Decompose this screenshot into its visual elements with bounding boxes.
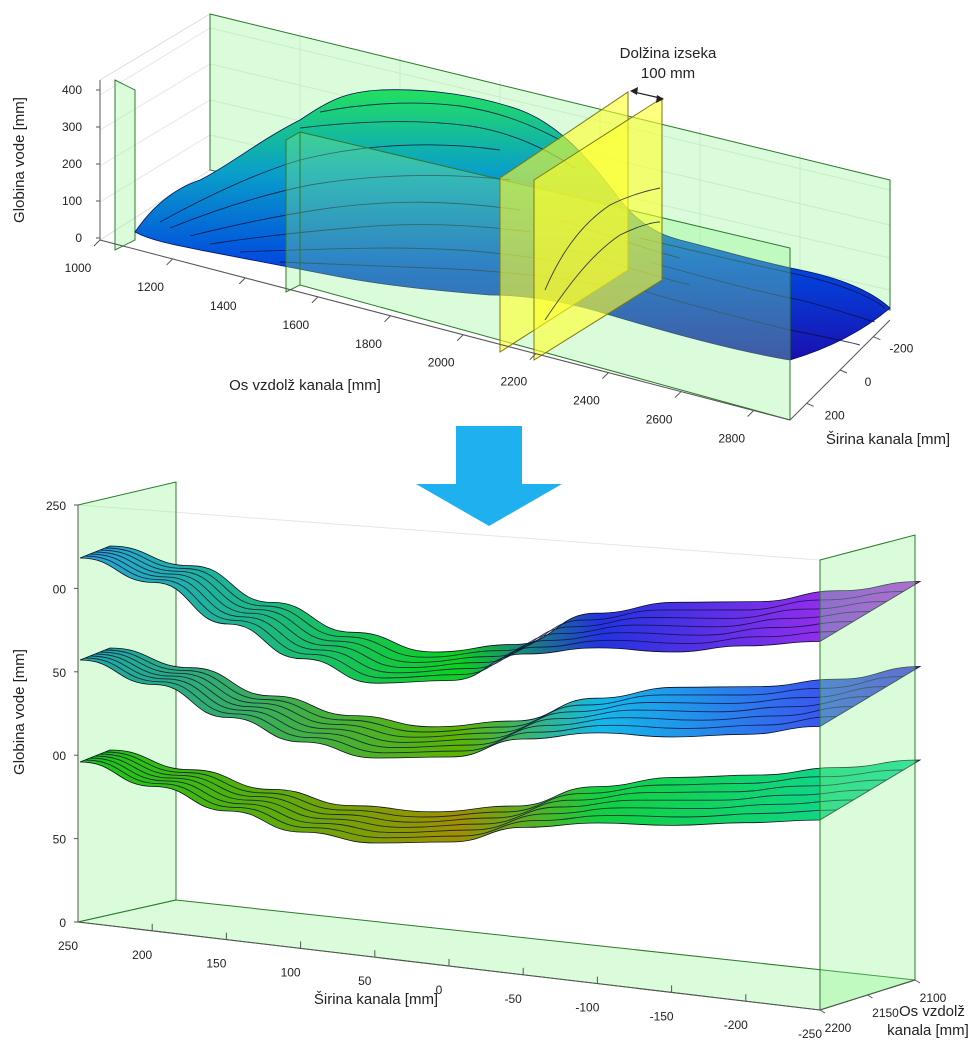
- surface-contour: [84, 759, 837, 839]
- annotation-arrowhead-right: [656, 95, 664, 103]
- bottom-x-tick-label: -200: [724, 1018, 748, 1032]
- green-plane-middle: [285, 131, 301, 293]
- green-plane-left: [114, 79, 136, 251]
- surface-contour: [94, 551, 871, 669]
- bottom-y-tick: [914, 979, 921, 984]
- bottom-y-axis-title: Os vzdolž kanala [mm]: [887, 1003, 969, 1039]
- bottom-z-tick-label: 0: [59, 916, 66, 930]
- bottom-y-tick: [867, 994, 873, 999]
- annotation-line1: Dolžina izseka: [620, 45, 717, 62]
- top-x-tick: [238, 277, 246, 285]
- bottom-x-tick-label: -250: [798, 1027, 822, 1041]
- bottom-surfaces: [79, 545, 922, 844]
- bottom-x-tick-label: -100: [575, 1001, 599, 1015]
- surface-contour: [104, 547, 904, 658]
- bottom-x-tick-label: 100: [281, 965, 301, 979]
- surface-contour: [99, 549, 887, 663]
- top-x-axis-title: Os vzdolž kanala [mm]: [229, 377, 381, 394]
- surface-contour: [99, 753, 887, 823]
- transition-arrow: [416, 426, 562, 526]
- surface-contour: [104, 751, 904, 818]
- green-plane-floor: [77, 899, 916, 1011]
- surface-layer-1: [79, 545, 922, 684]
- top-z-tick-label: 300: [62, 120, 82, 134]
- surface-layer-2: [79, 647, 922, 759]
- top-x-tick-label: 2200: [500, 375, 527, 389]
- bottom-x-tick-label: 150: [206, 957, 226, 971]
- bottom-z-axis-title: Globina vode [mm]: [11, 649, 28, 775]
- top-tick-labels: 0100200300400100012001400160018002000220…: [62, 83, 914, 446]
- bottom-z-tick-label: 50: [53, 666, 67, 680]
- top-z-tick-label: 200: [62, 157, 82, 171]
- yellow-plane-2: [533, 97, 663, 361]
- top-x-tick: [384, 315, 391, 323]
- top-x-tick: [674, 391, 682, 398]
- top-x-tick-label: 1800: [355, 337, 382, 351]
- surface-contour: [94, 755, 871, 828]
- top-z-tick-label: 100: [62, 194, 82, 208]
- surface-contour: [89, 655, 854, 749]
- bottom-x-tick-label: 200: [132, 948, 152, 962]
- top-z-tick-label: 0: [75, 231, 82, 245]
- surface-contour: [89, 757, 854, 834]
- top-x-tick-label: 1400: [210, 299, 237, 313]
- top-x-tick: [311, 296, 319, 304]
- surface-contour: [94, 653, 871, 743]
- top-x-tick: [529, 353, 537, 361]
- top-y-tick-label: 0: [865, 375, 872, 389]
- bottom-z-tick-label: 50: [53, 833, 67, 847]
- top-x-tick-label: 2800: [718, 432, 745, 446]
- top-y-tick-label: -200: [889, 342, 913, 356]
- top-x-tick-label: 1200: [137, 280, 164, 294]
- top-y-axis-title: Širina kanala [mm]: [826, 431, 950, 448]
- top-x-tick: [456, 334, 464, 342]
- annotation-line2: 100 mm: [641, 65, 695, 82]
- bottom-z-tick-label: 00: [53, 582, 67, 596]
- bottom-y-tick: [819, 1009, 826, 1014]
- surface-contour: [104, 649, 904, 733]
- bottom-y-tick-label: 2100: [920, 991, 947, 1005]
- top-x-tick-label: 2600: [646, 413, 673, 427]
- top-x-tick: [747, 410, 755, 417]
- bottom-y-tick-label: 2200: [825, 1021, 852, 1035]
- surface-contour: [84, 657, 837, 754]
- surface-contour: [99, 651, 887, 738]
- top-x-tick-label: 2400: [573, 394, 600, 408]
- top-y-tick: [806, 402, 814, 407]
- bottom-grid: [77, 504, 821, 561]
- bottom-x-tick-label: -150: [650, 1009, 674, 1023]
- bottom-x-tick-label: 50: [358, 974, 372, 988]
- top-x-tick: [93, 239, 101, 247]
- bottom-plot: 0 50 00 50 00 250 250 200 150 100 50 0 -50 -100 -150 -2…: [11, 481, 969, 1041]
- bottom-tick-labels: 0 50 00 50 00 250 250 200 150 100 50 0 -50 -100 -150 -2…: [46, 499, 947, 1041]
- green-plane-right: [819, 534, 916, 1011]
- bottom-z-tick-label: 250: [46, 499, 66, 513]
- annotation-arrowhead-left: [630, 87, 638, 95]
- top-x-tick: [602, 372, 609, 379]
- top-x-tick-label: 1000: [65, 261, 92, 275]
- top-x-tick-label: 1600: [283, 318, 310, 332]
- surface-layer-3: [79, 749, 922, 844]
- top-y-tick-label: 200: [825, 408, 845, 422]
- top-x-axis: [99, 239, 791, 421]
- bottom-x-tick-label: 0: [436, 983, 443, 997]
- top-z-tick-label: 400: [62, 83, 82, 97]
- top-x-tick-label: 2000: [428, 356, 455, 370]
- top-y-tick: [839, 369, 848, 374]
- bottom-x-axis-title: Širina kanala [mm]: [314, 991, 438, 1008]
- top-plot: Dolžina izseka 100 mm 0 100 200 300 400 1000 1…: [11, 13, 950, 448]
- bottom-x-tick-label: -50: [505, 992, 523, 1006]
- top-x-tick: [166, 258, 173, 266]
- top-y-tick: [873, 336, 881, 341]
- bottom-x-tick-label: 250: [58, 939, 78, 953]
- surface-contour: [89, 553, 854, 674]
- surface-contour: [84, 555, 837, 679]
- bottom-y-tick-label: 2150: [872, 1006, 899, 1020]
- top-z-axis-title: Globina vode [mm]: [11, 97, 28, 223]
- bottom-z-tick-label: 00: [53, 749, 67, 763]
- annotation-arrow: [633, 91, 661, 99]
